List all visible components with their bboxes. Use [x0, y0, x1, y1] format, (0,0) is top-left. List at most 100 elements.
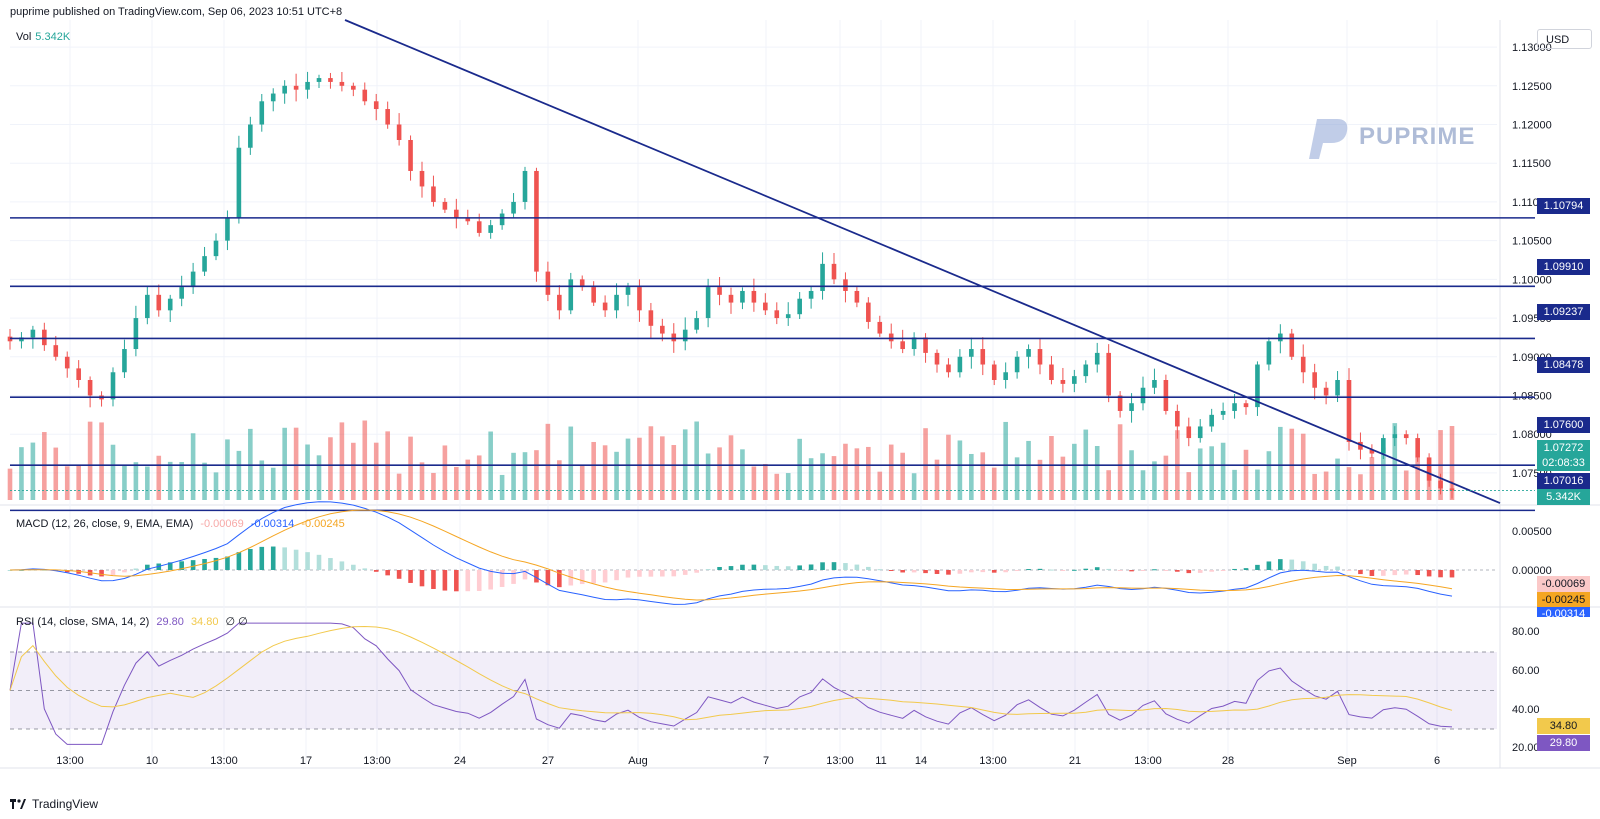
volume-bar [259, 460, 265, 500]
volume-bar [316, 455, 322, 500]
macd-hist-bar [637, 570, 642, 577]
macd-hist-bar [476, 570, 482, 592]
macd-hist-tag: -0.00069 [1537, 576, 1590, 592]
candle [167, 298, 173, 311]
candle [1037, 349, 1043, 365]
macd-hist-bar [225, 556, 230, 570]
volume-bar [1060, 456, 1066, 500]
volume-bar [1392, 423, 1398, 500]
macd-hist-bar [602, 570, 608, 583]
candle [1014, 356, 1020, 373]
volume-bar [442, 445, 448, 500]
price-tick-label: 1.10500 [1512, 236, 1552, 248]
candle [1426, 457, 1432, 481]
candle [614, 294, 619, 311]
volume-bar [76, 465, 81, 500]
macd-hist-bar [1209, 570, 1214, 572]
volume-bar [1426, 469, 1432, 500]
volume-bar [282, 427, 287, 500]
footer-brand[interactable]: TradingView [10, 797, 98, 811]
volume-bar [1117, 424, 1123, 500]
candle [522, 170, 528, 202]
candle [1083, 364, 1089, 377]
macd-hist-bar [854, 564, 860, 570]
candle [1106, 352, 1111, 396]
macd-hist-bar [167, 562, 173, 570]
volume-bar [53, 447, 59, 500]
candle [900, 341, 905, 350]
rsi-tick-label: 80.00 [1512, 626, 1540, 638]
macd-hist-bar [557, 570, 562, 588]
volume-bar [728, 435, 734, 500]
candle [854, 290, 860, 303]
puprime-logo-icon [1309, 119, 1348, 159]
volume-bar [293, 427, 299, 500]
volume-bar [225, 439, 230, 500]
price-tick-label: 1.10000 [1512, 274, 1552, 286]
macd-hist-bar [1140, 570, 1146, 571]
volume-bar [1403, 470, 1409, 500]
candle [1243, 403, 1249, 408]
macd-hist-bar [1392, 570, 1398, 576]
candles [7, 71, 1455, 499]
candle [282, 85, 287, 94]
candle [1060, 380, 1066, 384]
volume-bar [408, 436, 413, 500]
macd-hist-value: -0.00069 [200, 518, 244, 530]
macd-hist-bar [202, 558, 207, 570]
volume-bar [1323, 471, 1329, 500]
volume-bar [579, 464, 585, 500]
time-tick-label: 27 [542, 755, 554, 767]
candle [1175, 410, 1180, 427]
macd-hist-bar [1094, 567, 1100, 570]
macd-hist-bar [1072, 569, 1077, 571]
volume-bar [1255, 469, 1260, 500]
candle [888, 333, 894, 342]
macd-hist-bar [1163, 570, 1169, 571]
macd-hist-bar [145, 564, 150, 570]
rsi-ma-value: 34.80 [190, 616, 219, 628]
candle [362, 89, 368, 102]
volume-bar [454, 466, 459, 500]
macd-hist-bar [1014, 570, 1020, 571]
candle [351, 85, 356, 90]
time-tick-label: 17 [300, 755, 312, 767]
candle [1369, 449, 1375, 454]
volume-bar [522, 452, 528, 500]
macd-hist-bar [1117, 570, 1123, 571]
candle [213, 240, 219, 257]
candle [76, 368, 81, 380]
volume-bar [900, 452, 905, 500]
macd-hist-bar [1381, 570, 1386, 576]
currency-button[interactable]: USD [1537, 29, 1592, 49]
macd-hist-bar [248, 548, 253, 570]
macd-hist-bar [1186, 570, 1192, 574]
volume-bar [64, 466, 70, 500]
candle [248, 124, 253, 148]
candle [579, 279, 585, 288]
candle [682, 329, 688, 342]
candle [705, 287, 711, 319]
time-tick-label: 7 [763, 755, 769, 767]
macd-hist-bar [534, 570, 539, 583]
macd-hist-bar [133, 568, 139, 570]
macd-hist-bar [7, 570, 13, 571]
candle [534, 170, 539, 272]
volume-bar [602, 445, 608, 500]
candle [831, 263, 837, 280]
volume-bar [671, 445, 677, 500]
volume-bar [923, 428, 928, 500]
candle [1312, 372, 1317, 388]
macd-hist-bar [1232, 568, 1237, 570]
macd-hist-bar [888, 570, 894, 571]
candle [270, 93, 276, 102]
volume-bar [1289, 428, 1295, 500]
macd-hist-bar [545, 570, 551, 586]
volume-bar [1312, 473, 1317, 500]
time-tick-label: 13:00 [1134, 755, 1162, 767]
candle [305, 81, 310, 90]
candle [934, 352, 940, 365]
volume-bar [568, 426, 574, 500]
volume-bar [373, 442, 379, 500]
